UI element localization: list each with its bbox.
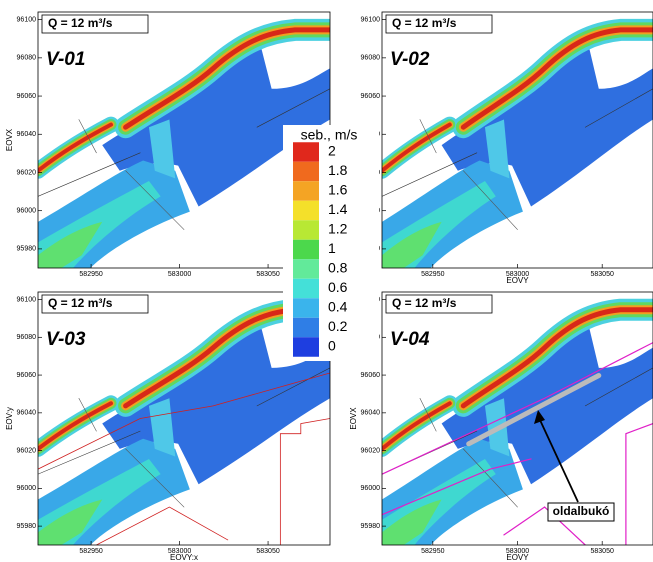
colorbar-label: 0.2 bbox=[328, 318, 348, 334]
colorbar-segment bbox=[293, 220, 319, 240]
y-tick-label: 95980 bbox=[17, 523, 37, 530]
colorbar-label: 2 bbox=[328, 143, 336, 159]
annotation: Q = 12 m³/s bbox=[48, 296, 113, 310]
annotation: Q = 12 m³/s bbox=[392, 296, 457, 310]
y-tick-label: 96060 bbox=[17, 372, 37, 379]
x-tick-label: 582950 bbox=[79, 271, 102, 278]
y-tick-label: 96040 bbox=[17, 131, 37, 138]
y-tick-label: 96080 bbox=[361, 55, 381, 62]
note: oldalbukó bbox=[553, 504, 610, 518]
figure: 96100 96080 96060 96040 96020 96000 95980 58295… bbox=[0, 0, 653, 562]
panel-title: V-03 bbox=[46, 329, 86, 350]
annotation: Q = 12 m³/s bbox=[48, 16, 113, 30]
x-axis-label: EOVY bbox=[506, 276, 529, 285]
y-tick-label: 96000 bbox=[17, 208, 37, 215]
colorbar-segment bbox=[293, 279, 319, 299]
colorbar-label: 1 bbox=[328, 240, 336, 256]
y-tick-label: 95980 bbox=[361, 523, 381, 530]
colorbar-segment bbox=[293, 181, 319, 201]
colorbar-label: 1.4 bbox=[328, 201, 348, 217]
y-tick-label: 96060 bbox=[361, 93, 381, 100]
colorbar-label: 0.8 bbox=[328, 260, 348, 276]
y-tick-label: 96020 bbox=[361, 447, 381, 454]
x-tick-label: 583050 bbox=[256, 271, 279, 278]
colorbar-segment bbox=[293, 318, 319, 338]
y-tick-label: 96100 bbox=[361, 16, 381, 23]
colorbar-segment bbox=[293, 162, 319, 182]
x-tick-label: 583050 bbox=[256, 548, 279, 555]
y-tick-label: 96080 bbox=[17, 55, 37, 62]
y-tick-label: 96100 bbox=[17, 16, 37, 23]
colorbar-label: 0.6 bbox=[328, 279, 348, 295]
y-tick-label: 96000 bbox=[17, 485, 37, 492]
x-axis-label: EOVY:x bbox=[170, 553, 198, 562]
x-tick-label: 582950 bbox=[79, 548, 102, 555]
y-tick-label: 96080 bbox=[17, 334, 37, 341]
panel-title: V-01 bbox=[46, 49, 85, 70]
colorbar-segment bbox=[293, 142, 319, 162]
y-tick-label: 96040 bbox=[17, 410, 37, 417]
panel-title: V-02 bbox=[390, 49, 430, 70]
x-axis-label: EOVY bbox=[506, 553, 529, 562]
colorbar-title: seb., m/s bbox=[301, 127, 358, 143]
y-axis-label: EOVX bbox=[349, 407, 358, 430]
y-axis-label: EOVX bbox=[5, 128, 14, 151]
colorbar-segment bbox=[293, 337, 319, 357]
colorbar-segment bbox=[293, 240, 319, 260]
colorbar-label: 1.8 bbox=[328, 162, 348, 178]
panel-title: V-04 bbox=[390, 329, 430, 350]
y-tick-label: 96060 bbox=[17, 93, 37, 100]
y-tick-label: 96000 bbox=[361, 485, 381, 492]
y-tick-label: 96020 bbox=[17, 169, 37, 176]
x-tick-label: 582950 bbox=[421, 271, 444, 278]
colorbar-label: 0.4 bbox=[328, 299, 348, 315]
colorbar-label: 0 bbox=[328, 338, 336, 354]
colorbar-label: 1.2 bbox=[328, 221, 348, 237]
y-tick-label: 95980 bbox=[17, 246, 37, 253]
x-tick-label: 583050 bbox=[591, 548, 614, 555]
colorbar-segment bbox=[293, 201, 319, 221]
y-axis-label: EOV:y bbox=[5, 407, 14, 430]
annotation: Q = 12 m³/s bbox=[392, 16, 457, 30]
colorbar-segment bbox=[293, 259, 319, 279]
y-tick-label: 96020 bbox=[17, 447, 37, 454]
y-tick-label: 96100 bbox=[17, 296, 37, 303]
y-tick-label: 96060 bbox=[361, 372, 381, 379]
x-tick-label: 583000 bbox=[168, 271, 191, 278]
y-tick-label: 96040 bbox=[361, 410, 381, 417]
x-tick-label: 583050 bbox=[591, 271, 614, 278]
x-tick-label: 582950 bbox=[421, 548, 444, 555]
colorbar-segment bbox=[293, 298, 319, 318]
colorbar-label: 1.6 bbox=[328, 182, 348, 198]
